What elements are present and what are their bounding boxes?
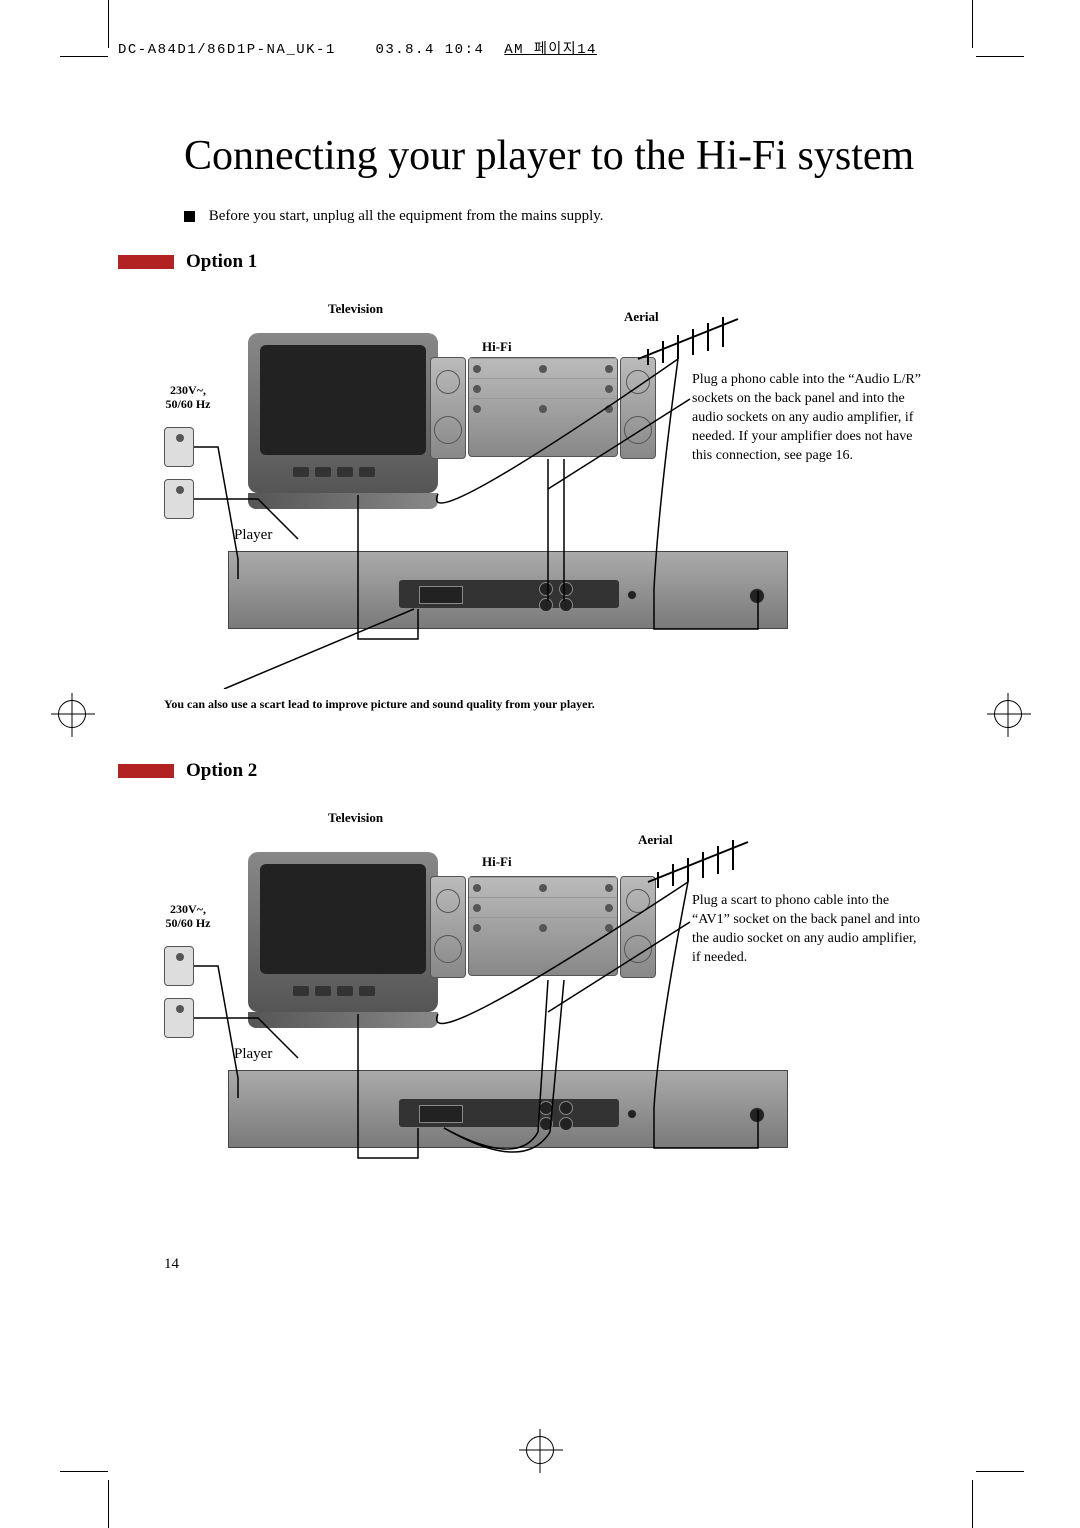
bullet-icon (184, 211, 195, 222)
dvd-player-graphic (228, 1070, 788, 1148)
page-content: Connecting your player to the Hi-Fi syst… (118, 56, 958, 1194)
accent-bar-icon (118, 764, 174, 778)
aerial-graphic (638, 832, 758, 892)
page-title: Connecting your player to the Hi-Fi syst… (184, 134, 958, 178)
hifi-speaker-right (620, 357, 656, 459)
hifi-graphic (468, 357, 618, 457)
dvd-player-graphic (228, 551, 788, 629)
hifi-label: Hi-Fi (482, 854, 512, 870)
option1-description: Plug a phono cable into the “Audio L/R” … (692, 371, 922, 465)
section1-heading: Option 1 (118, 251, 958, 273)
section2-heading: Option 2 (118, 760, 958, 782)
hifi-label: Hi-Fi (482, 339, 512, 355)
television-graphic (248, 333, 438, 493)
wall-socket-icon (164, 427, 194, 467)
wall-socket-icon (164, 946, 194, 986)
option2-diagram: Television Hi-Fi Aerial 230V~, 50/60 Hz … (118, 788, 958, 1194)
wall-socket-icon (164, 479, 194, 519)
player-label: Player (234, 527, 272, 544)
hifi-graphic (468, 876, 618, 976)
page-number: 14 (164, 1256, 179, 1273)
hifi-speaker-left (430, 876, 466, 978)
wall-socket-icon (164, 998, 194, 1038)
option1-footnote: You can also use a scart lead to improve… (164, 697, 958, 712)
power-label: 230V~, 50/60 Hz (158, 383, 218, 412)
tv-label: Television (328, 301, 383, 317)
aerial-graphic (628, 309, 748, 369)
print-header: DC-A84D1/86D1P-NA_UK-1 03.8.4 10:4 AM 페이… (118, 38, 597, 58)
tv-label: Television (328, 810, 383, 826)
player-label: Player (234, 1046, 272, 1063)
option2-description: Plug a scart to phono cable into the “AV… (692, 892, 922, 968)
hifi-speaker-left (430, 357, 466, 459)
intro-text: Before you start, unplug all the equipme… (184, 208, 958, 225)
accent-bar-icon (118, 255, 174, 269)
option1-diagram: Television Hi-Fi Aerial 230V~, 50/60 Hz … (118, 279, 958, 689)
television-graphic (248, 852, 438, 1012)
power-label: 230V~, 50/60 Hz (158, 902, 218, 931)
